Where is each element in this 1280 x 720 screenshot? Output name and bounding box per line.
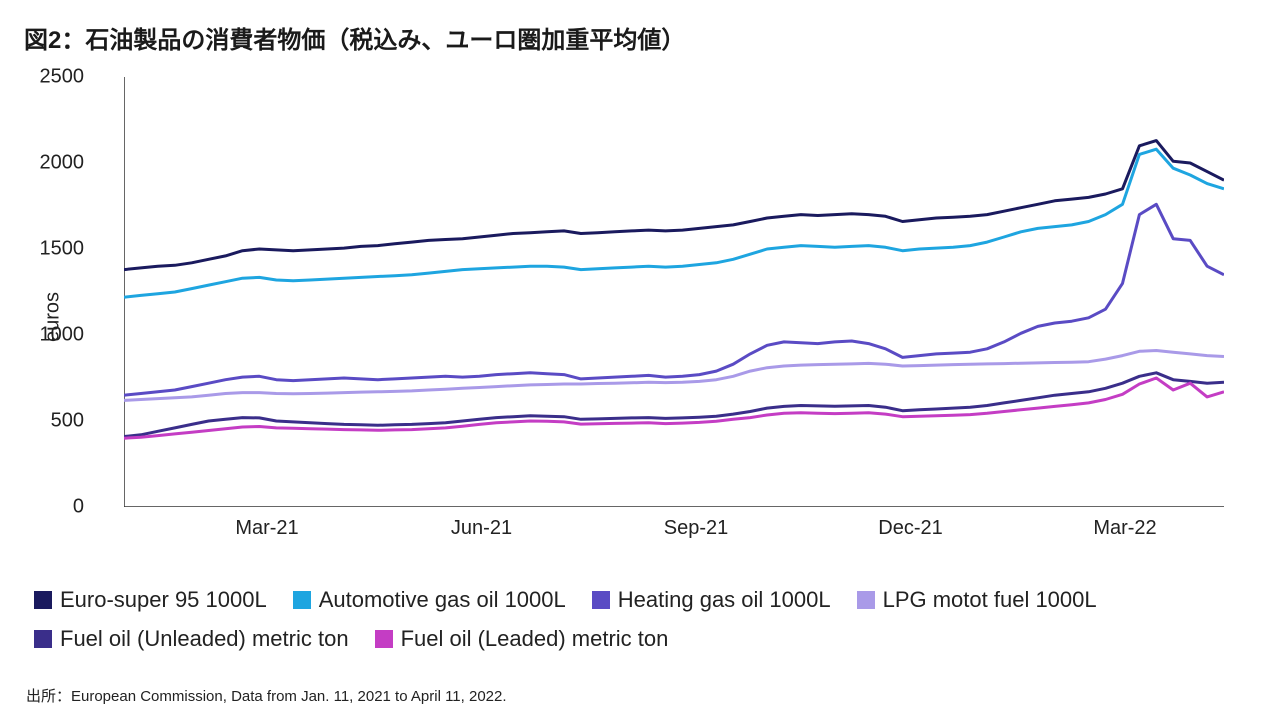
- legend-item: Fuel oil (Unleaded) metric ton: [34, 622, 349, 655]
- legend-label: LPG motot fuel 1000L: [883, 583, 1097, 616]
- legend-label: Heating gas oil 1000L: [618, 583, 831, 616]
- legend-swatch: [375, 630, 393, 648]
- series-line: [124, 141, 1224, 270]
- y-tick-label: 0: [24, 496, 84, 519]
- legend-swatch: [293, 591, 311, 609]
- legend-item: LPG motot fuel 1000L: [857, 583, 1097, 616]
- x-tick-label: Mar-21: [235, 517, 298, 540]
- y-tick-label: 1500: [24, 238, 84, 261]
- legend-item: Fuel oil (Leaded) metric ton: [375, 622, 669, 655]
- source-note: 出所：European Commission, Data from Jan. 1…: [26, 685, 1256, 706]
- chart-title: 図2：石油製品の消費者物価（税込み、ユーロ圏加重平均値）: [24, 20, 1256, 55]
- legend-label: Automotive gas oil 1000L: [319, 583, 566, 616]
- x-tick-label: Dec-21: [878, 517, 942, 540]
- legend-label: Fuel oil (Unleaded) metric ton: [60, 622, 349, 655]
- line-chart: [124, 77, 1224, 507]
- legend-label: Fuel oil (Leaded) metric ton: [401, 622, 669, 655]
- legend-label: Euro-super 95 1000L: [60, 583, 267, 616]
- y-tick-label: 2500: [24, 66, 84, 89]
- y-tick-label: 2000: [24, 152, 84, 175]
- legend: Euro-super 95 1000L Automotive gas oil 10…: [34, 583, 1214, 655]
- series-line: [124, 149, 1224, 297]
- chart-container: euros 05001000150020002500 Mar-21Jun-21S…: [24, 67, 1244, 567]
- series-line: [124, 204, 1224, 395]
- legend-item: Euro-super 95 1000L: [34, 583, 267, 616]
- y-tick-label: 1000: [24, 324, 84, 347]
- x-tick-label: Mar-22: [1093, 517, 1156, 540]
- x-tick-label: Sep-21: [664, 517, 729, 540]
- x-tick-label: Jun-21: [451, 517, 512, 540]
- y-tick-label: 500: [24, 410, 84, 433]
- legend-item: Automotive gas oil 1000L: [293, 583, 566, 616]
- legend-swatch: [34, 630, 52, 648]
- legend-swatch: [592, 591, 610, 609]
- legend-item: Heating gas oil 1000L: [592, 583, 831, 616]
- legend-swatch: [857, 591, 875, 609]
- legend-swatch: [34, 591, 52, 609]
- series-line: [124, 378, 1224, 438]
